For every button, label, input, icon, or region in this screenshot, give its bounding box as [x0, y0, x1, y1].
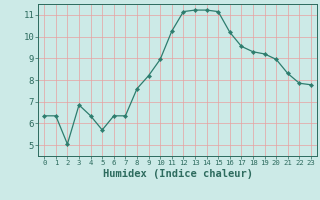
X-axis label: Humidex (Indice chaleur): Humidex (Indice chaleur)	[103, 169, 252, 179]
